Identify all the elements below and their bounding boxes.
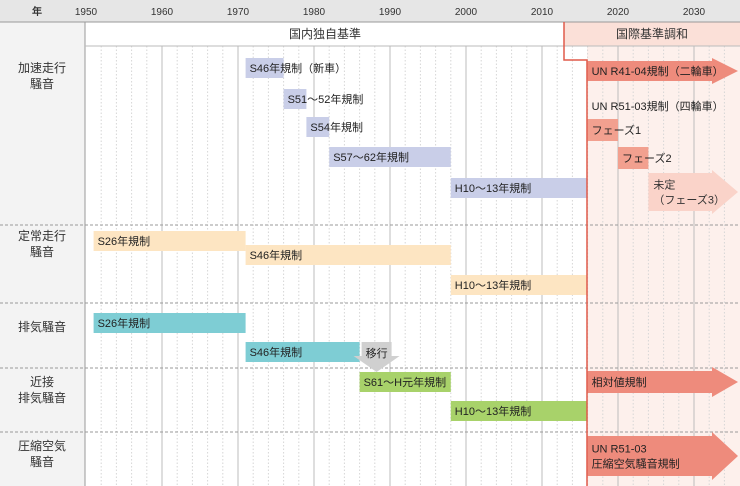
- row-label: 加速走行騒音: [18, 61, 66, 91]
- notes: UN R51-03規制（四輪車）: [592, 99, 724, 113]
- regulation-bar: [93, 313, 246, 333]
- regulation-bar-label: S51〜52年規制: [288, 92, 364, 106]
- regulation-bar-label: S61〜H元年規制: [364, 375, 447, 389]
- regulation-bar: [329, 147, 451, 167]
- regulation-bar: [93, 231, 246, 251]
- year-tick-label: 2020: [607, 7, 630, 18]
- regulation-bar-label: H10〜13年規制: [455, 181, 531, 195]
- regulation-bar-label: S46年規制: [250, 248, 303, 262]
- regulation-note: UN R51-03規制（四輪車）: [592, 99, 724, 113]
- regulation-bar-label: S46年規制: [250, 345, 303, 359]
- regulation-bar: [245, 58, 284, 78]
- row-label: 圧縮空気騒音: [18, 438, 66, 469]
- year-tick-label: 2030: [683, 7, 706, 18]
- regulation-bar-label: S54年規制: [310, 120, 363, 134]
- regulation-arrow: [587, 432, 738, 480]
- regulation-bar: [450, 401, 588, 421]
- year-tick-label: 2010: [531, 7, 554, 18]
- regulation-bar-label: S26年規制: [98, 316, 151, 330]
- year-tick-label: 1970: [227, 7, 250, 18]
- regulation-arrow: [618, 147, 649, 169]
- year-tick-label: 1980: [303, 7, 326, 18]
- year-tick-label: 1990: [379, 7, 402, 18]
- regulation-arrow: [648, 170, 738, 214]
- regulation-bar-label: H10〜13年規制: [455, 404, 531, 418]
- regulation-arrow: [587, 58, 738, 84]
- row-label: 近接排気騒音: [18, 374, 66, 405]
- year-tick-label: 2000: [455, 7, 478, 18]
- regulation-bar: [450, 275, 588, 295]
- year-gridlines: [84, 22, 725, 486]
- regulation-bar: [306, 117, 330, 137]
- regulation-arrow-label: フェーズ2: [622, 151, 672, 165]
- regulation-bar-label: S46年規制（新車）: [250, 61, 347, 75]
- international-header-band: [564, 22, 740, 46]
- regulation-bar: [245, 342, 360, 362]
- regulation-bars: S46年規制（新車） S51〜52年規制 S54年規制 S57〜62年規制 H10〜13…: [93, 58, 588, 421]
- year-ticks: 1950 1960 1970 1980 1990 2000 2010 2020 2030: [75, 7, 706, 18]
- year-axis-label: 年: [32, 5, 42, 18]
- regulation-bar-label: H10〜13年規制: [455, 278, 531, 292]
- regulation-arrow-label: 未定（フェーズ3）: [653, 178, 725, 207]
- regulation-bar: [245, 245, 451, 265]
- regulation-arrow-label: UN R51-03 圧縮空気騒音規制: [592, 444, 680, 471]
- year-tick-label: 1950: [75, 7, 98, 18]
- regulation-arrow-label: UN R41-04規制（二輪車）: [592, 64, 724, 78]
- row-label: 定常走行騒音: [18, 228, 66, 259]
- international-phase-label: 国際基準調和: [616, 26, 688, 41]
- transition-arrow: [353, 342, 400, 372]
- regulation-bar: [283, 89, 307, 109]
- regulation-arrow: [587, 367, 738, 397]
- year-tick-label: 1960: [151, 7, 174, 18]
- year-header-band: [0, 0, 740, 22]
- transition-marker: 移行: [353, 342, 400, 372]
- regulation-bar: [359, 372, 451, 392]
- row-dividers: [0, 224, 740, 433]
- regulation-bar: [450, 178, 588, 198]
- regulation-arrow-label: フェーズ1: [592, 123, 642, 137]
- regulation-bar-label: S57〜62年規制: [333, 150, 409, 164]
- phase-boundary-line: [563, 22, 588, 486]
- row-label: 排気騒音: [18, 319, 66, 334]
- regulation-bar-label: S26年規制: [98, 234, 151, 248]
- domestic-phase-label: 国内独自基準: [289, 26, 361, 41]
- regulation-arrow: [587, 119, 618, 141]
- transition-label: 移行: [366, 347, 388, 360]
- regulation-arrow-label: 相対値規制: [592, 375, 647, 389]
- regulation-arrows: UN R41-04規制（二輪車） フェーズ1 フェーズ2 未定（フェーズ3） 相対値規制…: [587, 58, 738, 480]
- label-column: [0, 22, 85, 486]
